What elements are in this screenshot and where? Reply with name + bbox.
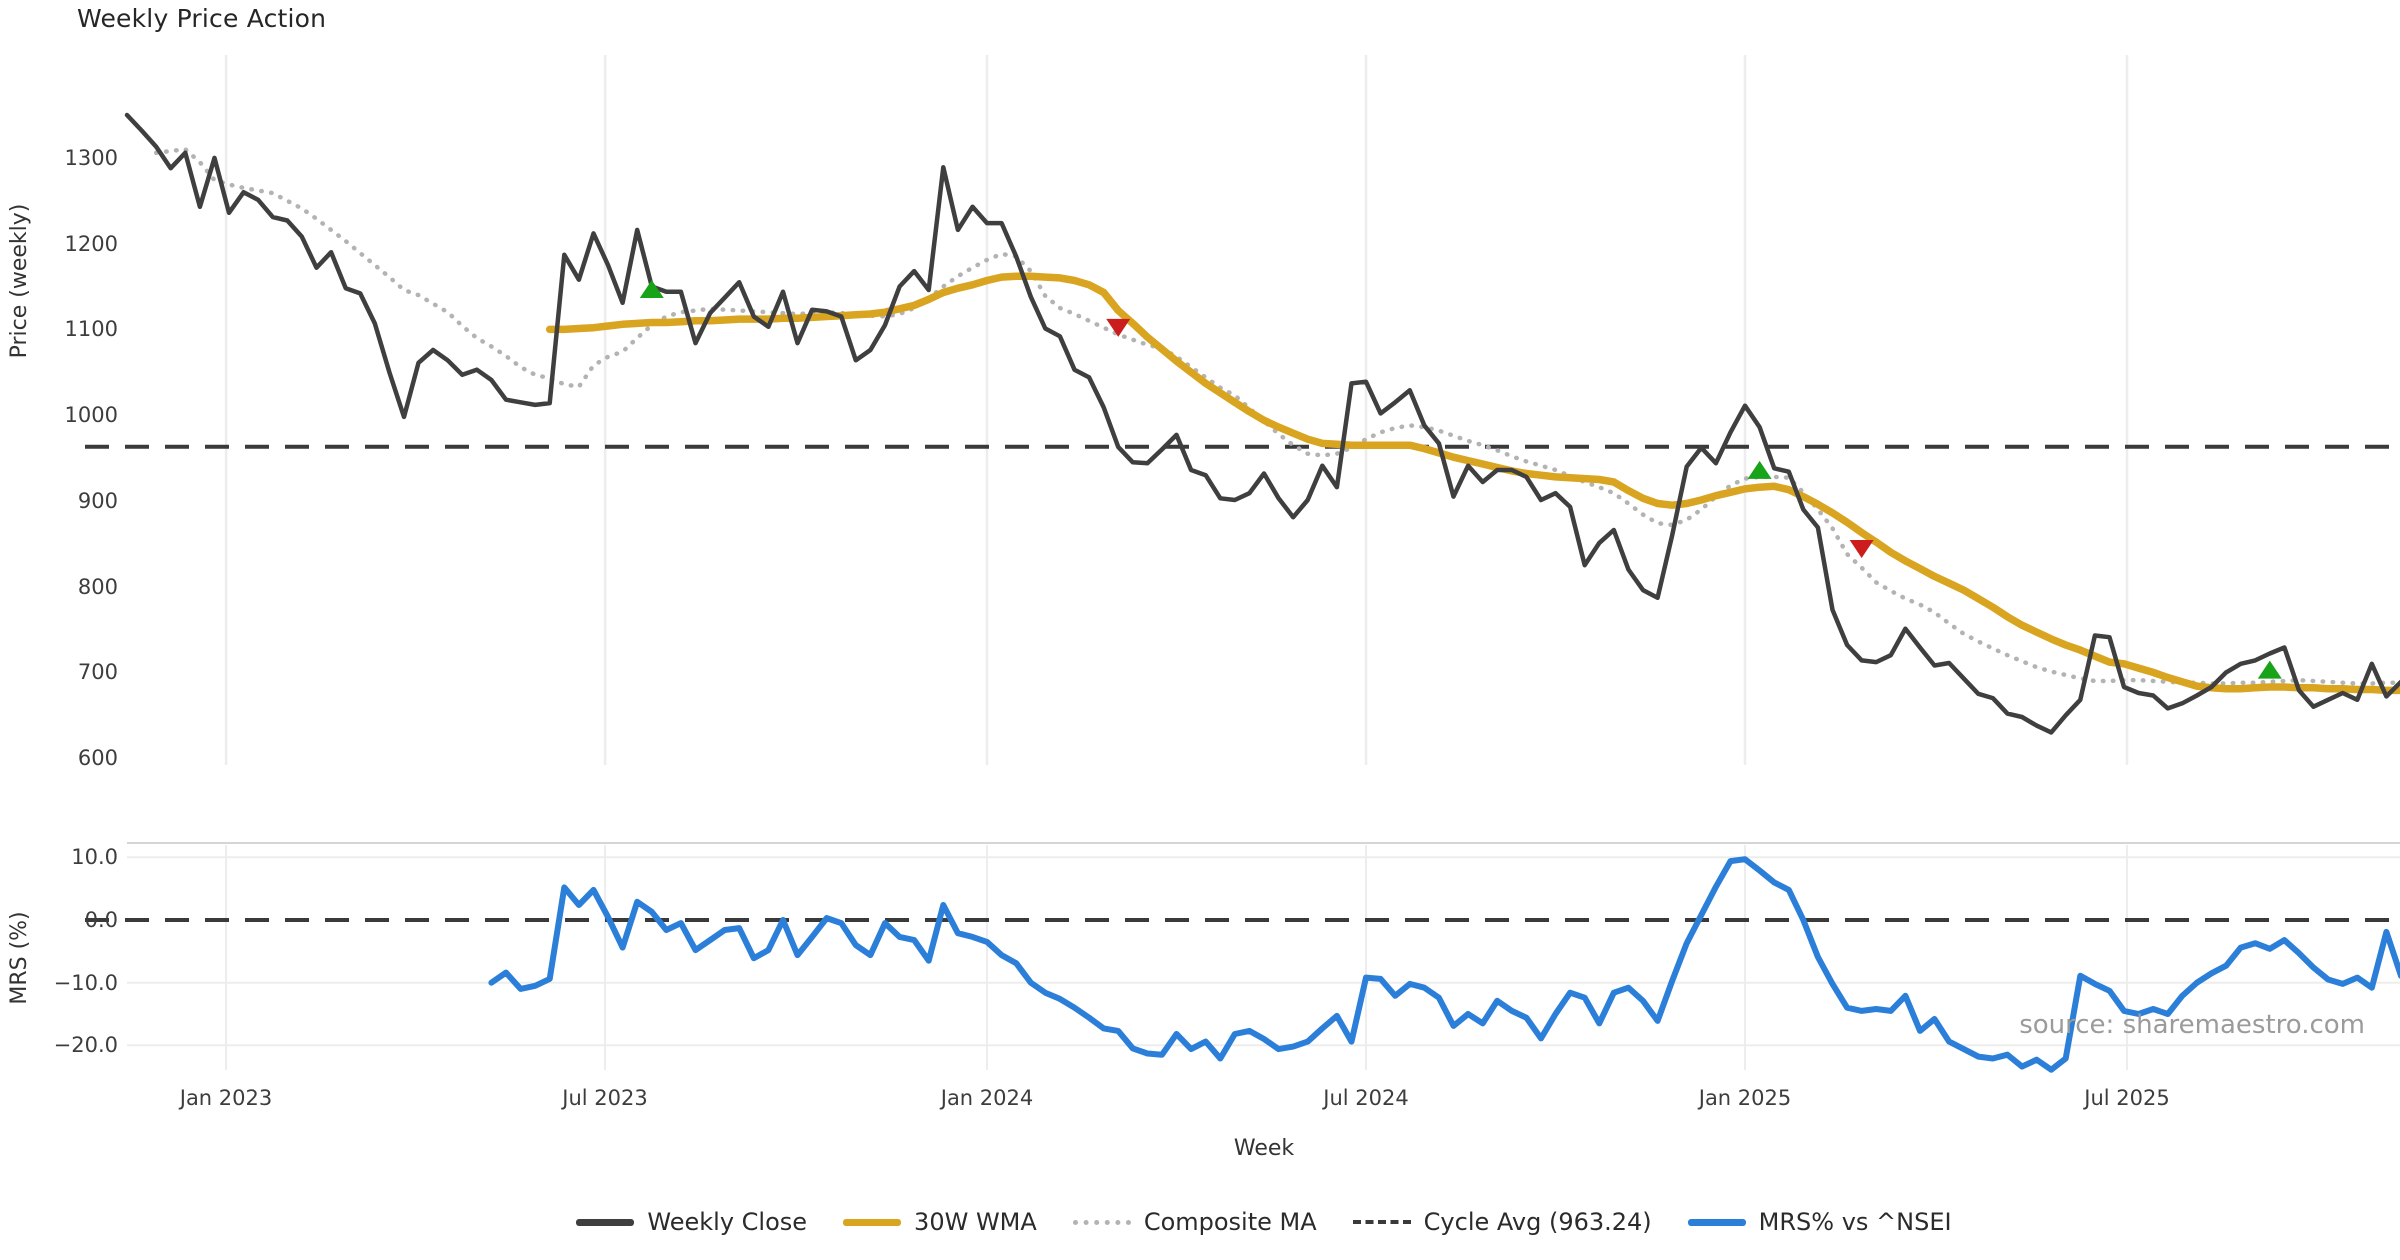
legend-label: MRS% vs ^NSEI [1758,1208,1952,1236]
weekly-close-line [124,112,2400,735]
x-tick-label: Jul 2023 [562,1086,648,1110]
price-y-tick-label: 700 [77,660,118,684]
legend-label: Weekly Close [647,1208,808,1236]
legend-item-mrs-vs-nsei[interactable]: MRS% vs ^NSEI [1687,1208,1952,1236]
wma-30w-line [545,272,2400,695]
legend-item-composite-ma[interactable]: Composite MA [1072,1208,1317,1236]
composite-ma-line [153,147,2400,686]
legend-item-30w-wma[interactable]: 30W WMA [843,1208,1037,1236]
price-y-tick-label: 800 [77,575,118,599]
legend-swatch-solid [843,1218,902,1226]
mrs-y-tick-label: 0.0 [84,908,118,932]
x-tick-label: Jan 2023 [179,1086,273,1110]
mrs-y-tick-label: −10.0 [53,971,118,995]
legend-swatch-dashed [1352,1220,1411,1224]
legend-item-cycle-avg-963-24[interactable]: Cycle Avg (963.24) [1352,1208,1652,1236]
legend: Weekly Close 30W WMA Composite MA Cycle Avg… [128,1208,2400,1236]
mrs-y-tick-label: −20.0 [53,1033,118,1057]
legend-swatch-solid [1687,1218,1746,1226]
sell-signal-marker [1106,318,1131,337]
buy-signal-marker [2257,660,2282,679]
price-y-tick-label: 900 [77,489,118,513]
legend-item-weekly-close[interactable]: Weekly Close [576,1208,807,1236]
x-tick-label: Jan 2024 [940,1086,1034,1110]
mrs-line [488,856,2400,1073]
buy-signal-marker [639,279,664,298]
price-y-tick-label: 1200 [64,232,118,256]
price-y-tick-label: 1300 [64,146,118,170]
x-tick-label: Jan 2025 [1698,1086,1792,1110]
buy-signal-marker [1747,460,1772,479]
price-y-tick-label: 600 [77,746,118,770]
legend-swatch-solid [576,1218,635,1226]
sell-signal-marker [1849,540,1874,559]
page-title: Weekly Price Action [77,4,327,33]
legend-label: Composite MA [1143,1208,1317,1236]
x-axis-label: Week [1233,1136,1295,1161]
mrs-y-tick-label: 10.0 [71,845,118,869]
price-y-tick-label: 1000 [64,403,118,427]
price-y-tick-label: 1100 [64,317,118,341]
x-tick-label: Jul 2025 [2084,1086,2170,1110]
x-tick-label: Jul 2024 [1323,1086,1409,1110]
legend-label: 30W WMA [914,1208,1037,1236]
source-note: source: sharemaestro.com [2019,1010,2365,1040]
legend-label: Cycle Avg (963.24) [1423,1208,1652,1236]
legend-swatch-dotted [1072,1219,1131,1225]
